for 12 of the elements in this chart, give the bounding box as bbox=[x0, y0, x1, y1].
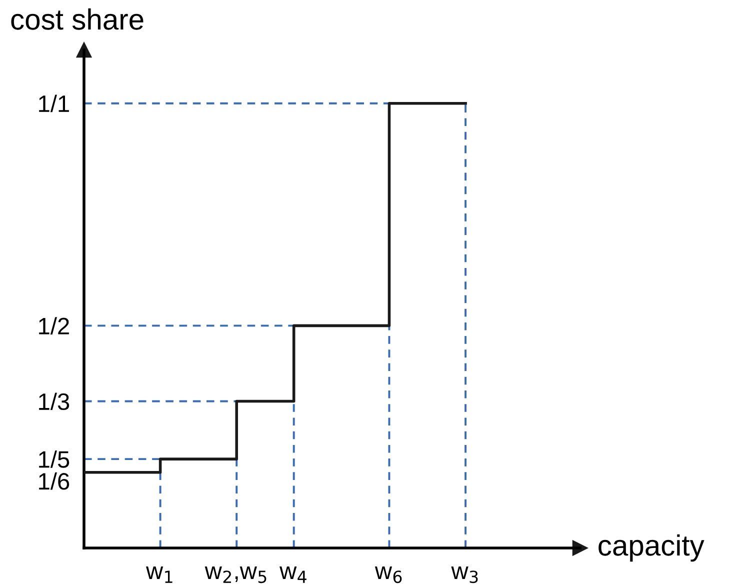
x-axis-title: capacity bbox=[598, 534, 704, 562]
x-tick-label: w$_{3}$ bbox=[451, 566, 478, 584]
y-tick-label: 1/1 bbox=[39, 94, 69, 112]
y-tick-label: 1/6 bbox=[39, 472, 70, 490]
x-tick-label: w$_{4}$ bbox=[280, 566, 306, 583]
y-tick-label: 1/3 bbox=[39, 392, 70, 410]
y-tick-label: 1/2 bbox=[39, 317, 69, 334]
x-tick-label: w$_{6}$ bbox=[374, 566, 402, 584]
x-tick-label: w$_{1}$ bbox=[146, 566, 172, 583]
x-tick-label: w$_{2}$,w$_{5}$ bbox=[204, 566, 266, 584]
y-axis-title: cost share bbox=[11, 8, 144, 30]
y-tick-label: 1/5 bbox=[39, 450, 70, 468]
